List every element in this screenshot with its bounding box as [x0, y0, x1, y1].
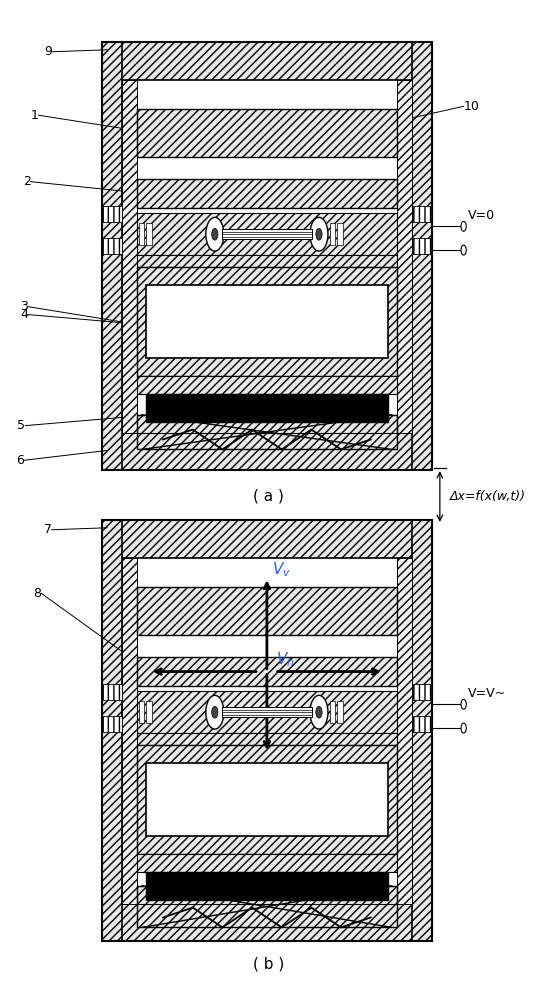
Text: 8: 8 — [33, 587, 41, 600]
Text: 10: 10 — [464, 100, 479, 113]
Bar — [146, 223, 151, 245]
Text: Δx=f(x(w,t)): Δx=f(x(w,t)) — [449, 490, 525, 503]
Bar — [146, 872, 388, 900]
Text: $V_h$: $V_h$ — [276, 650, 295, 669]
Bar — [397, 80, 412, 433]
Text: 3: 3 — [20, 300, 28, 313]
Bar — [103, 238, 122, 254]
Circle shape — [461, 245, 466, 255]
Bar — [146, 763, 388, 836]
Circle shape — [461, 221, 466, 231]
Bar — [122, 558, 136, 904]
Bar — [136, 886, 397, 904]
Bar — [337, 701, 343, 723]
Bar — [102, 42, 432, 80]
Bar — [136, 587, 397, 635]
Bar — [136, 745, 397, 854]
Bar — [102, 520, 432, 941]
Bar — [413, 716, 431, 732]
Text: 2: 2 — [23, 175, 31, 188]
Bar — [146, 394, 388, 422]
Bar — [136, 657, 397, 686]
Bar — [122, 80, 136, 433]
Bar — [139, 701, 144, 723]
Circle shape — [461, 699, 466, 709]
Bar — [136, 255, 397, 267]
Circle shape — [316, 228, 322, 240]
Circle shape — [212, 706, 218, 718]
Text: V=V~: V=V~ — [468, 687, 507, 700]
Bar — [103, 716, 122, 732]
Bar — [136, 213, 397, 255]
Bar — [222, 707, 312, 717]
Text: ( b ): ( b ) — [253, 956, 284, 971]
Bar — [136, 854, 397, 872]
Bar — [222, 229, 312, 239]
Bar — [136, 376, 397, 394]
Text: 9: 9 — [44, 45, 52, 58]
Bar — [146, 285, 388, 358]
Bar — [136, 109, 397, 157]
Circle shape — [310, 217, 328, 251]
Bar — [136, 733, 397, 745]
Bar — [136, 267, 397, 376]
Bar — [102, 520, 432, 558]
Circle shape — [461, 723, 466, 733]
Bar — [102, 904, 432, 941]
Bar — [136, 415, 397, 449]
Circle shape — [206, 695, 224, 729]
Text: 7: 7 — [44, 523, 52, 536]
Bar — [412, 520, 432, 941]
Text: 4: 4 — [20, 308, 28, 321]
Bar — [412, 42, 432, 470]
Bar — [136, 179, 397, 208]
Circle shape — [206, 217, 224, 251]
Bar — [337, 223, 343, 245]
Bar — [102, 42, 432, 470]
Bar — [103, 206, 122, 222]
Bar — [136, 886, 397, 927]
Circle shape — [310, 695, 328, 729]
Text: V=0: V=0 — [468, 209, 495, 222]
Bar — [330, 701, 335, 723]
Text: 1: 1 — [31, 109, 39, 122]
Bar — [103, 684, 122, 700]
Bar — [136, 415, 397, 433]
Circle shape — [316, 706, 322, 718]
Bar — [413, 238, 431, 254]
Bar — [413, 684, 431, 700]
Bar — [102, 520, 122, 941]
Bar — [397, 558, 412, 904]
Text: 6: 6 — [16, 454, 23, 467]
Text: $V_v$: $V_v$ — [272, 561, 291, 579]
Bar — [330, 223, 335, 245]
Bar — [136, 691, 397, 733]
Bar — [102, 433, 432, 470]
Text: ( a ): ( a ) — [253, 488, 284, 503]
Bar — [146, 701, 151, 723]
Bar — [102, 42, 122, 470]
Bar — [413, 206, 431, 222]
Circle shape — [212, 228, 218, 240]
Bar — [139, 223, 144, 245]
Text: 5: 5 — [17, 419, 25, 432]
